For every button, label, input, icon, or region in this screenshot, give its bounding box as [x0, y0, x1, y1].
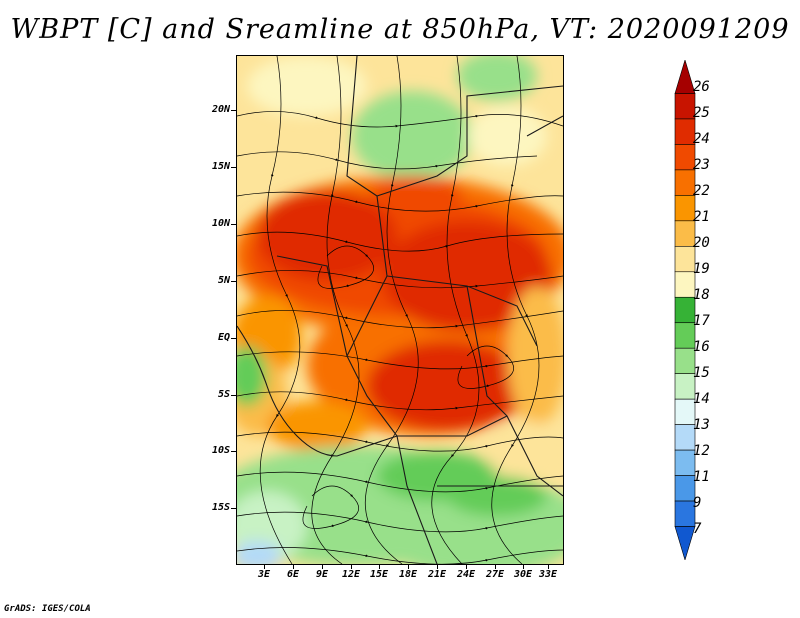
colorbar-segment [674, 195, 696, 222]
lat-label-10s: 10S [211, 445, 230, 456]
lat-label-20n: 20N [211, 104, 230, 115]
cb-label-22: 22 [693, 183, 710, 199]
colorbar-segment [674, 398, 696, 425]
cb-label-15: 15 [693, 365, 710, 381]
wbpt-map [237, 56, 563, 564]
chart-title: WBPT [C] and Sreamline at 850hPa, VT: 20… [10, 14, 790, 45]
colorbar-segment [674, 93, 696, 120]
lon-tick [351, 564, 352, 569]
lon-label-33e: 33E [538, 569, 558, 580]
lon-tick [408, 564, 409, 569]
lat-label-10n: 10N [211, 218, 230, 229]
lon-tick [495, 564, 496, 569]
cb-label-16: 16 [693, 339, 710, 355]
lon-tick [523, 564, 524, 569]
lon-tick [379, 564, 380, 569]
colorbar-segment [674, 475, 696, 502]
lon-tick [437, 564, 438, 569]
colorbar-segment [674, 449, 696, 476]
lat-tick [231, 338, 236, 339]
colorbar-segment [674, 347, 696, 374]
cb-label-18: 18 [693, 287, 710, 303]
lat-tick [231, 281, 236, 282]
lat-label-5n: 5N [217, 275, 230, 286]
colorbar-segment [674, 169, 696, 196]
lat-tick [231, 508, 236, 509]
colorbar-segment [674, 373, 696, 400]
lon-label-12e: 12E [341, 569, 361, 580]
colorbar-segment [674, 246, 696, 273]
colorbar-segment [674, 118, 696, 145]
lat-label-15n: 15N [211, 161, 230, 172]
lon-label-27e: 27E [485, 569, 505, 580]
lon-label-21e: 21E [427, 569, 447, 580]
lat-tick [231, 110, 236, 111]
lon-label-3e: 3E [257, 569, 271, 580]
map-frame [236, 55, 564, 565]
cb-label-14: 14 [693, 391, 710, 407]
colorbar-segment [674, 500, 696, 527]
cb-label-13: 13 [693, 417, 710, 433]
country-borders [237, 56, 563, 564]
lon-tick [466, 564, 467, 569]
cb-label-12: 12 [693, 443, 710, 459]
lon-tick [264, 564, 265, 569]
cb-label-20: 20 [693, 235, 710, 251]
lon-label-30e: 30E [513, 569, 533, 580]
cb-label-9: 9 [693, 495, 702, 511]
lon-tick [293, 564, 294, 569]
cb-label-24: 24 [693, 131, 710, 147]
lon-label-18e: 18E [398, 569, 418, 580]
cb-label-26: 26 [693, 79, 710, 95]
lat-tick [231, 451, 236, 452]
footer-credit: GrADS: IGES/COLA [4, 604, 91, 614]
colorbar-segment [674, 144, 696, 171]
lon-tick [322, 564, 323, 569]
colorbar-segment [674, 296, 696, 324]
lat-tick [231, 167, 236, 168]
streamlines [237, 56, 563, 564]
colorbar-segment [674, 271, 696, 298]
colorbar-segment [674, 322, 696, 349]
colorbar-segment [674, 424, 696, 451]
lat-tick [231, 224, 236, 225]
cb-label-17: 17 [693, 313, 710, 329]
colorbar-segment [674, 60, 696, 94]
colorbar-segment [674, 526, 696, 560]
cb-label-23: 23 [693, 157, 710, 173]
cb-label-11: 11 [693, 469, 710, 485]
cb-label-7: 7 [693, 521, 702, 537]
lat-label-5s: 5S [217, 389, 230, 400]
colorbar-segments [674, 60, 696, 560]
lat-label-15s: 15S [211, 502, 230, 513]
lon-label-6e: 6E [286, 569, 300, 580]
colorbar [674, 60, 696, 560]
lon-label-9e: 9E [315, 569, 329, 580]
lat-tick [231, 395, 236, 396]
cb-label-19: 19 [693, 261, 710, 277]
cb-label-21: 21 [693, 209, 710, 225]
lon-tick [548, 564, 549, 569]
colorbar-segment [674, 220, 696, 247]
lon-label-24e: 24E [456, 569, 476, 580]
lon-label-15e: 15E [369, 569, 389, 580]
lat-label-eq: EQ [217, 332, 230, 343]
cb-label-25: 25 [693, 105, 710, 121]
